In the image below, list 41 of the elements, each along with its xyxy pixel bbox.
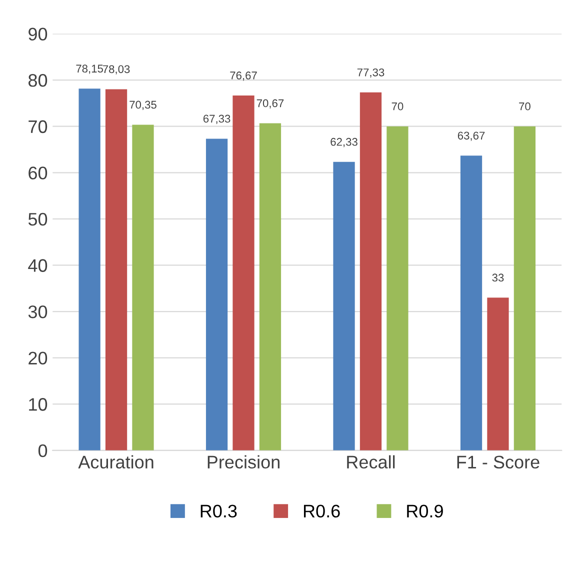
y-tick-label: 70 — [28, 120, 48, 134]
bar — [360, 92, 382, 450]
data-label: 67,33 — [203, 114, 230, 124]
data-label: 78,03 — [102, 65, 130, 74]
x-tick-label: Recall — [347, 455, 395, 469]
bar — [460, 156, 482, 450]
y-tick-label: 40 — [28, 259, 48, 272]
data-label: 70 — [392, 102, 404, 110]
x-tick-label: F1 - Score — [457, 456, 540, 469]
data-label: 78,15 — [76, 64, 103, 74]
data-label: 70,67 — [256, 99, 284, 108]
bar — [78, 88, 100, 450]
y-tick-label: 0 — [38, 444, 48, 458]
y-tick-label: 50 — [28, 212, 48, 226]
y-tick-label: 20 — [28, 352, 48, 365]
x-tick-label: Precision — [208, 455, 280, 469]
y-tick-label: 90 — [28, 28, 48, 40]
legend-label: R0.3 — [200, 504, 237, 518]
y-tick-label: 80 — [28, 74, 48, 87]
y-tick-label: 30 — [28, 305, 48, 318]
bar — [206, 138, 228, 450]
data-label: 33 — [492, 274, 504, 282]
bar — [259, 123, 282, 450]
bar — [514, 126, 536, 450]
legend-label: R0.9 — [407, 504, 443, 518]
legend-label: R0.6 — [304, 504, 340, 518]
bar — [132, 124, 154, 450]
bar — [105, 89, 128, 450]
data-label: 77,33 — [357, 68, 384, 78]
bar — [333, 162, 355, 450]
bar — [487, 298, 509, 450]
y-tick-label: 10 — [29, 398, 48, 411]
bar — [232, 95, 254, 450]
data-label: 76,67 — [230, 72, 257, 81]
data-label: 70,35 — [130, 100, 156, 110]
x-tick-label: Acuration — [78, 455, 154, 469]
data-label: 62,33 — [330, 138, 358, 148]
bar — [386, 126, 408, 450]
y-tick-label: 60 — [28, 166, 48, 180]
data-label: 70 — [519, 102, 530, 110]
data-label: 63,67 — [458, 132, 485, 141]
